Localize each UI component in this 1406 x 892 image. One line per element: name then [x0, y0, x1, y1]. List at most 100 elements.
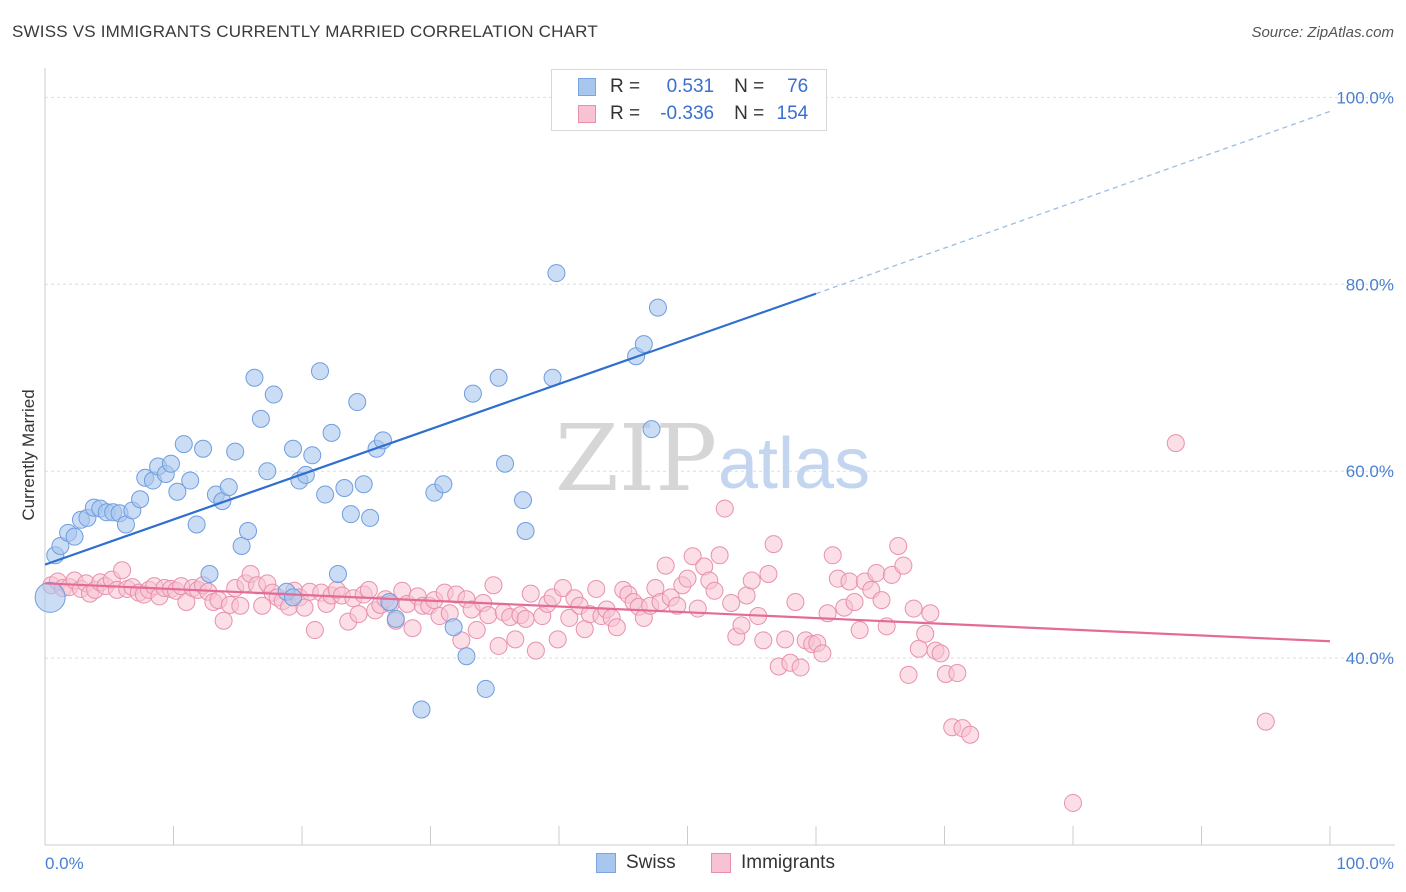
- swiss-point: [219, 478, 238, 497]
- swiss-point: [316, 485, 335, 504]
- immigrants-point: [553, 579, 572, 598]
- immigrants-point: [253, 596, 272, 615]
- swiss-point: [354, 475, 373, 494]
- immigrants-point: [710, 546, 729, 565]
- tick-labels: 40.0% 60.0% 80.0% 100.0% 0.0% 100.0%: [45, 88, 1394, 873]
- immigrants-point: [1166, 434, 1185, 453]
- immigrants-point: [587, 579, 606, 598]
- immigrants-point: [516, 609, 535, 628]
- immigrants-point: [737, 586, 756, 605]
- immigrants-point: [548, 630, 567, 649]
- immigrants-point: [904, 599, 923, 618]
- immigrants-point: [526, 641, 545, 660]
- swiss-point: [174, 435, 193, 454]
- immigrants-point: [231, 596, 250, 615]
- immigrants-point: [467, 621, 486, 640]
- legend-label: Swiss: [626, 852, 676, 873]
- n-label: N =: [734, 103, 765, 124]
- swiss-point: [434, 475, 453, 494]
- immigrants-point: [759, 564, 778, 583]
- swiss-point: [239, 522, 258, 540]
- swiss-swatch: [578, 78, 596, 96]
- chart-source: Source: ZipAtlas.com: [1251, 24, 1394, 41]
- swiss-points: [34, 79, 667, 719]
- watermark-zip: ZIP: [555, 405, 717, 512]
- swiss-point: [328, 564, 347, 583]
- swiss-point: [463, 384, 482, 403]
- swiss-point: [245, 368, 264, 387]
- immigrants-point: [732, 616, 751, 635]
- legend-item-swiss[interactable]: Swiss: [596, 852, 676, 874]
- y-tick-label: 100.0%: [1336, 88, 1394, 107]
- x-tick-label: 0.0%: [45, 854, 84, 873]
- swiss-swatch: [596, 853, 616, 873]
- immigrants-point: [607, 618, 626, 637]
- legend-row-swiss: R = 0.531 N = 76: [552, 74, 808, 100]
- immigrants-point: [948, 664, 967, 683]
- immigrants-point: [1064, 793, 1082, 812]
- immigrants-point: [479, 606, 498, 625]
- immigrants-point: [305, 621, 324, 640]
- immigrants-point: [931, 644, 950, 663]
- axes: [44, 68, 1395, 846]
- swiss-point: [264, 385, 283, 404]
- series-legend: Swiss Immigrants: [0, 852, 1406, 878]
- y-tick-label: 60.0%: [1346, 462, 1394, 481]
- immigrants-points: [42, 434, 1275, 812]
- n-label: N =: [734, 76, 765, 97]
- legend-item-immigrants[interactable]: Immigrants: [711, 852, 835, 874]
- swiss-point: [444, 618, 463, 637]
- r-label: R =: [610, 76, 641, 97]
- immigrants-point: [705, 581, 724, 600]
- immigrants-point: [1256, 712, 1275, 731]
- immigrants-point: [921, 604, 940, 623]
- legend-row-immigrants: R = -0.336 N = 154: [552, 101, 808, 127]
- swiss-point: [226, 442, 245, 461]
- swiss-point: [648, 298, 667, 317]
- swiss-point: [187, 515, 206, 534]
- legend-label: Immigrants: [741, 852, 835, 873]
- swiss-point: [131, 490, 150, 509]
- swiss-point: [194, 439, 213, 458]
- swiss-point: [34, 581, 66, 613]
- immigrants-point: [678, 569, 697, 588]
- immigrants-point: [214, 611, 233, 630]
- swiss-trend-extension: [815, 110, 1331, 295]
- swiss-point: [457, 647, 476, 666]
- immigrants-point: [916, 624, 935, 643]
- swiss-trend-line: [44, 292, 817, 566]
- immigrants-point: [484, 576, 503, 595]
- n-value: 154: [776, 103, 809, 124]
- y-axis-label: Currently Married: [19, 389, 38, 520]
- x-tick-label: 100.0%: [1336, 854, 1394, 873]
- immigrants-point: [840, 572, 859, 591]
- immigrants-point: [715, 499, 734, 518]
- correlation-legend: R = 0.531 N = 76 R = -0.336 N = 154: [551, 69, 827, 131]
- swiss-point: [161, 454, 180, 473]
- watermark: ZIP atlas: [555, 405, 870, 512]
- immigrants-swatch: [711, 853, 731, 873]
- y-tick-label: 40.0%: [1346, 649, 1394, 668]
- swiss-point: [496, 454, 515, 473]
- immigrants-point: [668, 596, 687, 615]
- n-value: 76: [787, 76, 809, 97]
- r-label: R =: [610, 103, 641, 124]
- immigrants-point: [899, 665, 918, 684]
- swiss-point: [322, 423, 341, 442]
- immigrants-trend-line: [44, 582, 1331, 643]
- immigrants-point: [722, 593, 741, 612]
- immigrants-swatch: [578, 105, 596, 123]
- swiss-point: [168, 482, 187, 501]
- immigrants-point: [754, 631, 773, 650]
- immigrants-point: [872, 591, 891, 610]
- chart-title: SWISS VS IMMIGRANTS CURRENTLY MARRIED CO…: [12, 22, 598, 41]
- swiss-point: [380, 593, 399, 612]
- swiss-point: [476, 679, 495, 698]
- watermark-atlas: atlas: [718, 424, 870, 504]
- swiss-point: [412, 700, 431, 719]
- r-value: -0.336: [660, 103, 715, 124]
- swiss-point: [181, 471, 200, 490]
- immigrants-point: [786, 593, 805, 612]
- immigrants-point: [742, 571, 761, 590]
